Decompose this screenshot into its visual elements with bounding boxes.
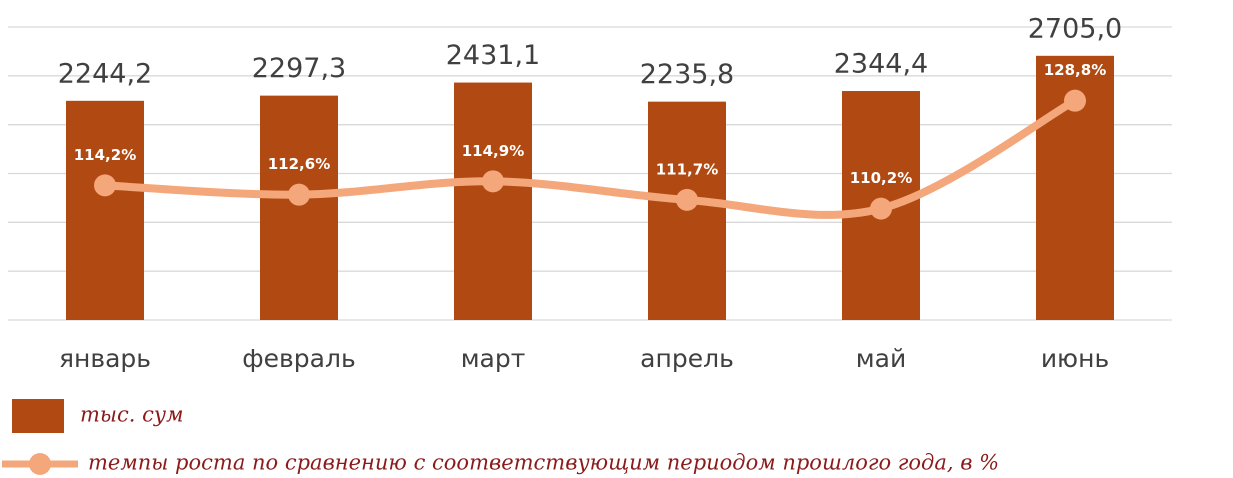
data-label: 112,6% (268, 155, 330, 173)
line-marker (482, 170, 504, 193)
line-marker (94, 174, 116, 197)
data-label: 114,9% (462, 142, 524, 160)
x-tick-label: май (856, 344, 906, 373)
line-marker (288, 183, 310, 206)
data-label: 2244,2 (58, 58, 152, 89)
legend-swatch (29, 453, 51, 475)
legend-swatch (12, 399, 64, 433)
data-label: 128,8% (1044, 61, 1106, 79)
x-tick-label: март (461, 344, 526, 373)
data-label: 111,7% (656, 160, 718, 178)
data-label: 114,2% (74, 146, 136, 164)
data-label: 2705,0 (1028, 13, 1122, 44)
line-marker (676, 188, 698, 211)
bar (66, 100, 144, 320)
data-label: 110,2% (850, 169, 912, 187)
bar (454, 82, 532, 321)
x-tick-label: апрель (640, 344, 734, 373)
x-tick-label: июнь (1041, 344, 1109, 373)
data-label: 2344,4 (834, 49, 928, 80)
data-label: 2431,1 (446, 40, 540, 71)
line-marker (870, 197, 892, 220)
data-label: 2297,3 (252, 53, 346, 84)
bar (260, 95, 338, 320)
line (101, 96, 1079, 219)
x-tick-label: февраль (242, 344, 355, 373)
data-label: 2235,8 (640, 59, 734, 90)
line-marker (1064, 89, 1086, 112)
legend-label: тыс. сум (80, 403, 183, 427)
x-tick-label: январь (59, 344, 151, 373)
legend-label: темпы роста по сравнению с соответствующ… (88, 451, 999, 475)
